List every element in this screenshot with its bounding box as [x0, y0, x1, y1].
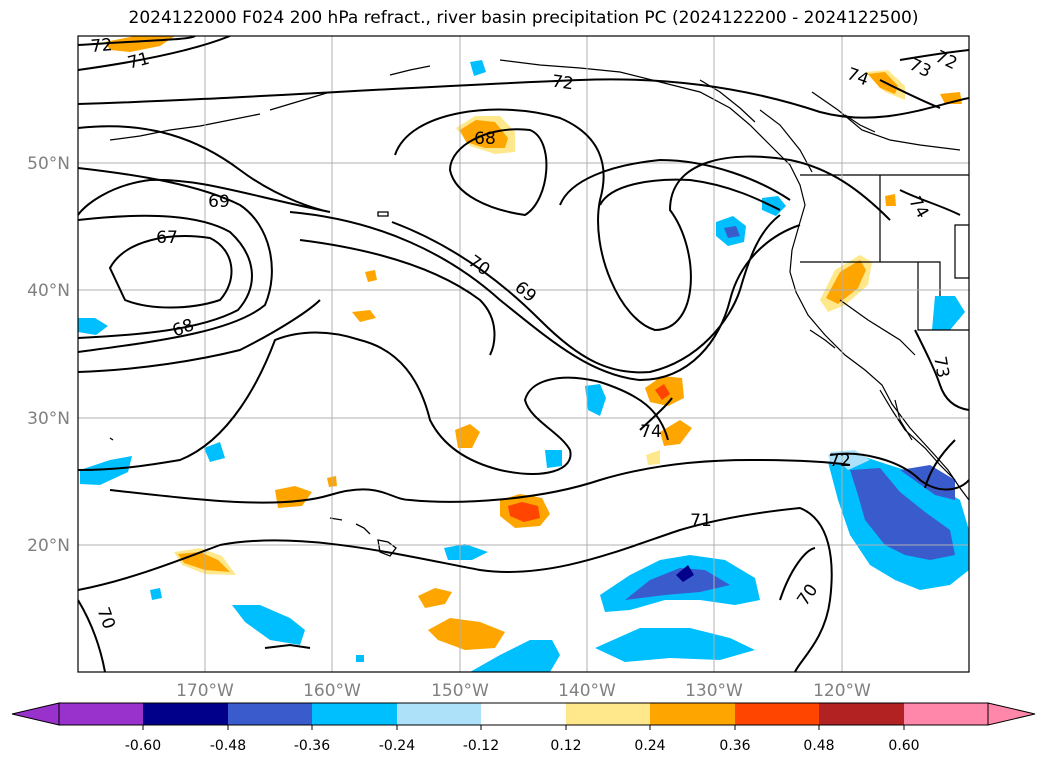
map-frame: [77, 35, 970, 673]
islands: [109, 65, 431, 557]
colorbar-over-extension: [987, 702, 1036, 726]
colorbar-bin: [650, 703, 735, 725]
coastlines: [499, 59, 969, 501]
colorbar-tick-label: 0.60: [888, 738, 919, 754]
latitude-labels: 50°N 40°N 30°N 20°N: [27, 154, 70, 556]
colorbar-bin: [312, 703, 397, 725]
colorbar-tick-label: -0.36: [294, 738, 330, 754]
colorbar-tick-label: 0.48: [803, 738, 834, 754]
lon-label: 160°W: [303, 681, 361, 701]
contour-label: 68: [474, 129, 496, 149]
map-title: 2024122000 F024 200 hPa refract., river …: [128, 8, 919, 28]
precip-anomaly-shading: [78, 36, 969, 672]
colorbar-tick-label: 0.24: [634, 738, 665, 754]
map-panel: 72 71 72 74 73 72 68 69 67 68 70 69 74 7…: [78, 35, 969, 672]
lat-label: 20°N: [27, 536, 70, 556]
contour-label: 74: [640, 422, 662, 442]
lon-label: 170°W: [176, 681, 234, 701]
colorbar-tick-label: 0.36: [719, 738, 750, 754]
colorbar-bin: [59, 703, 143, 725]
colorbar-tick-label: -0.60: [125, 738, 161, 754]
colorbar-bin: [481, 703, 566, 725]
colorbar-tick-label: -0.12: [463, 738, 499, 754]
colorbar-bin: [397, 703, 481, 725]
colorbar-bin: [228, 703, 312, 725]
colorbar-bin: [904, 703, 988, 725]
gridlines: [78, 36, 969, 672]
colorbar-bin: [143, 703, 228, 725]
lon-label: 150°W: [431, 681, 489, 701]
colorbar-tick-label: -0.24: [379, 738, 415, 754]
contour-label: 73: [929, 355, 952, 380]
colorbar-bin: [566, 703, 650, 725]
contour-label: 71: [690, 511, 712, 531]
lat-label: 50°N: [27, 154, 70, 174]
colorbar: -0.60 -0.48 -0.36 -0.24 -0.12 0.12 0.24 …: [11, 702, 1036, 754]
colorbar-tick-label: -0.48: [210, 738, 246, 754]
lat-label: 40°N: [27, 281, 70, 301]
colorbar-bin: [735, 703, 819, 725]
colorbar-tick-label: 0.12: [550, 738, 581, 754]
lon-label: 120°W: [813, 681, 871, 701]
contour-label: 72: [829, 451, 851, 471]
colorbar-under-extension: [11, 702, 60, 726]
contour-label: 72: [551, 72, 575, 95]
colorbar-bin: [819, 703, 904, 725]
lon-label: 130°W: [685, 681, 743, 701]
longitude-labels: 170°W 160°W 150°W 140°W 130°W 120°W: [176, 681, 871, 701]
contour-label: 72: [90, 35, 113, 57]
lon-label: 140°W: [558, 681, 616, 701]
contour-label: 67: [156, 228, 178, 248]
contour-label: 69: [208, 192, 230, 212]
lat-label: 30°N: [27, 409, 70, 429]
refractivity-contours: [78, 36, 969, 672]
